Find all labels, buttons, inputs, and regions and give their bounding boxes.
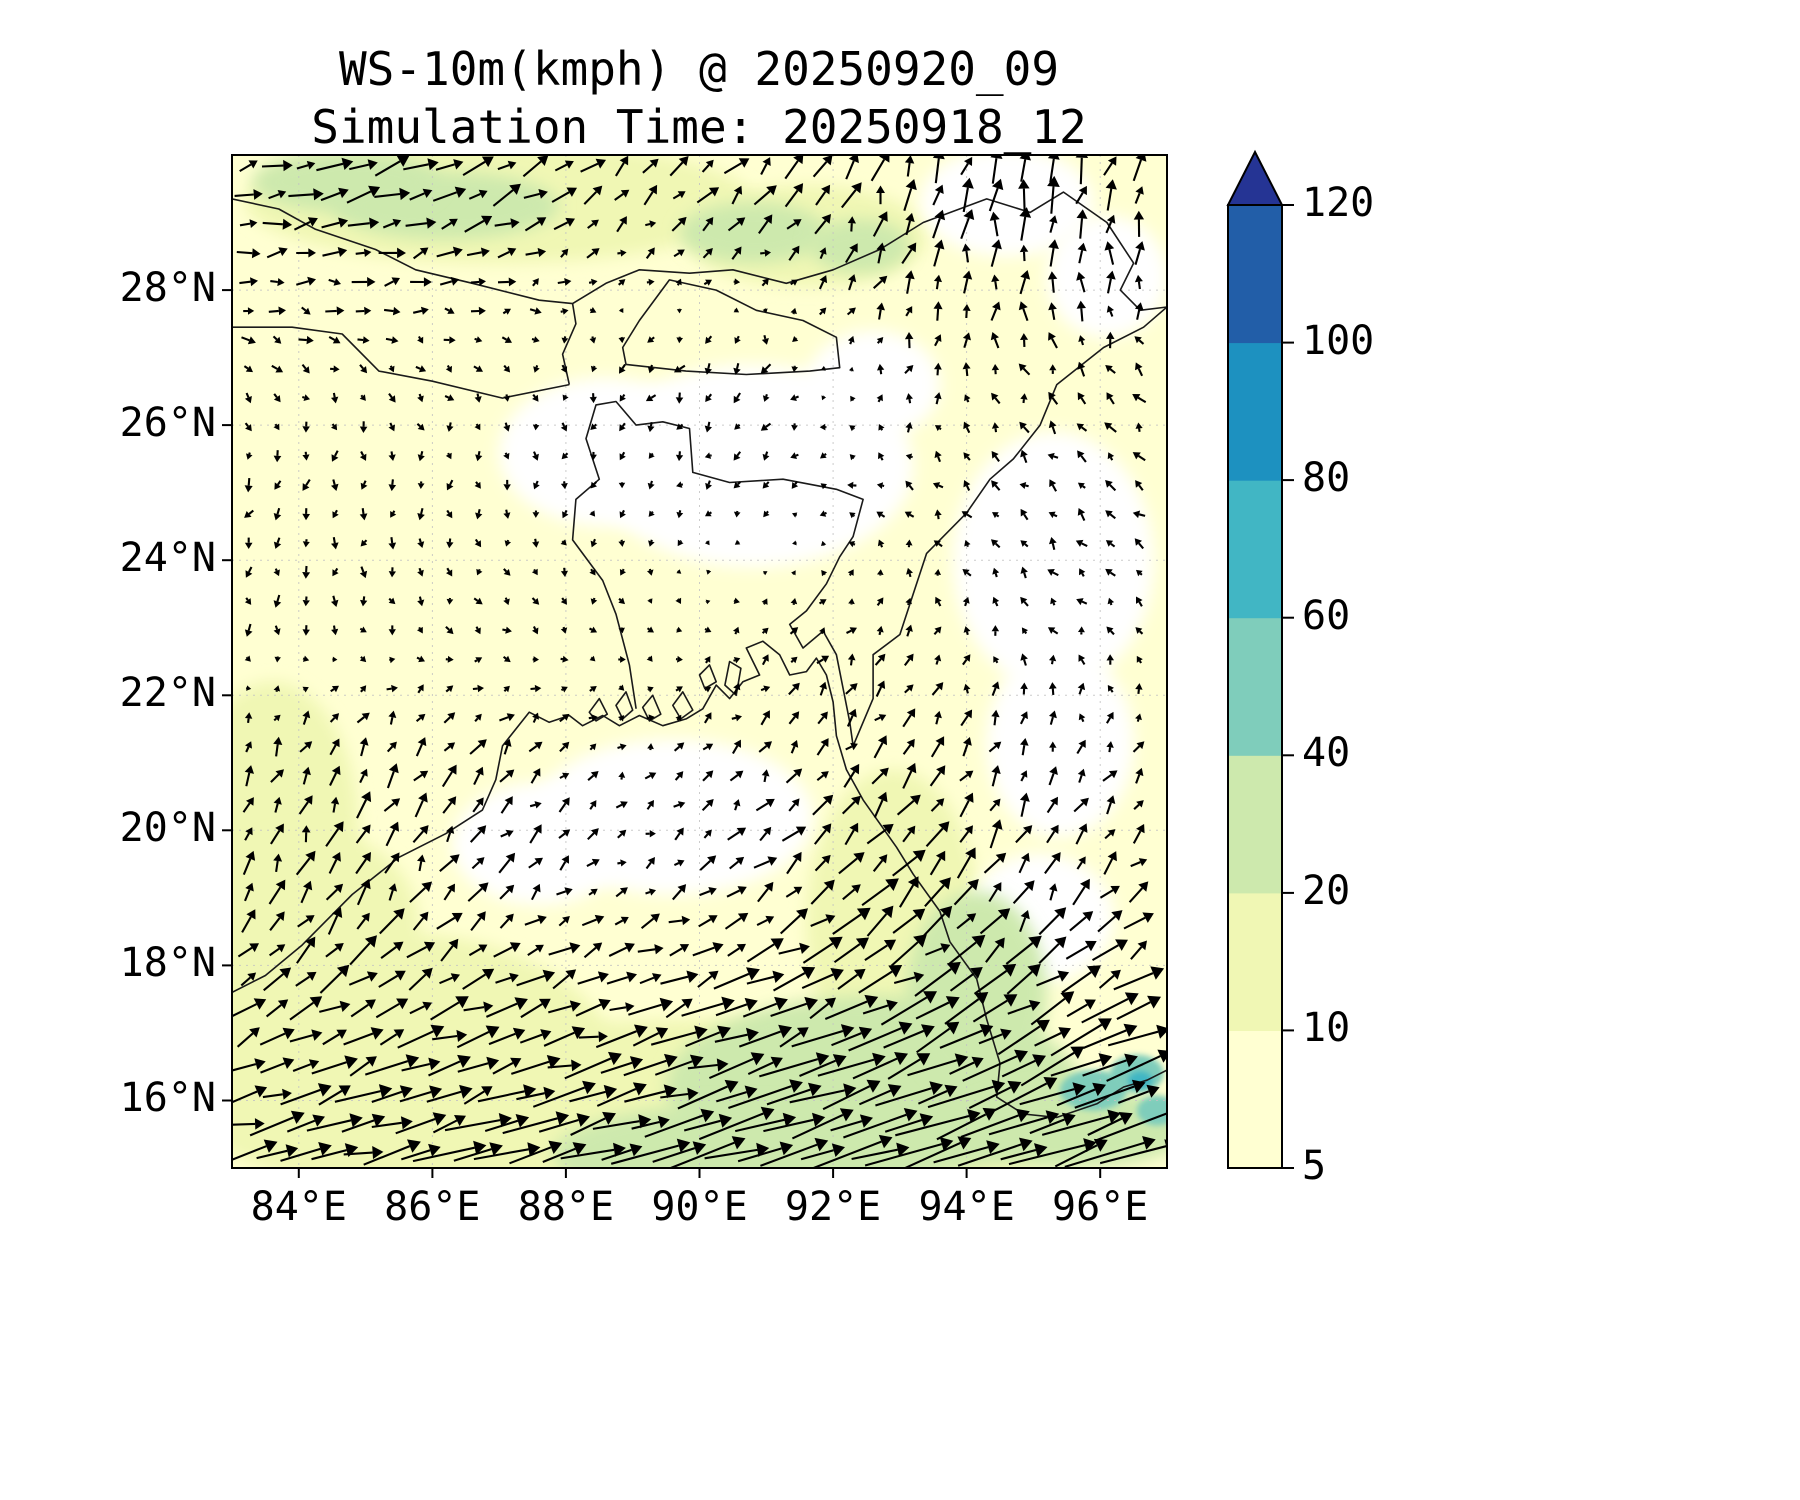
y-tick-label: 22°N [119,670,216,717]
y-tick-label: 18°N [119,940,216,987]
colorbar-tick-label: 5 [1302,1143,1327,1189]
chart-title: WS-10m(kmph) @ 20250920_09 [338,42,1060,96]
colorbar-tick-label: 20 [1302,867,1351,914]
colorbar-tick-label: 100 [1302,317,1375,364]
x-tick-label: 88°E [517,1184,615,1230]
x-tick-label: 86°E [384,1184,481,1230]
colorbar-tick-label: 80 [1302,455,1351,502]
colorbar-tick-label: 60 [1302,592,1351,639]
y-tick-label: 20°N [119,805,216,852]
wind-arrows [232,155,1167,1168]
y-tick-label: 16°N [119,1075,216,1122]
contour-fill-layer [232,155,1167,1168]
chart-title-block: WS-10m(kmph) @ 20250920_09 Simulation Ti… [311,40,1086,156]
colorbar-tick-label: 10 [1302,1005,1351,1052]
axis-ticks [222,289,1102,1178]
x-tick-label: 94°E [918,1184,1015,1230]
chart-subtitle: Simulation Time: 20250918_12 [311,100,1087,154]
x-tick-label: 96°E [1052,1184,1149,1230]
colorbar-tick-label: 120 [1302,180,1375,226]
x-tick-label: 90°E [651,1184,748,1230]
colorbar-tick-label: 40 [1302,730,1351,777]
colorbar [1226,149,1294,1169]
y-tick-label: 24°N [119,535,216,582]
x-tick-label: 84°E [250,1184,347,1230]
x-tick-label: 92°E [784,1184,882,1230]
y-tick-label: 28°N [119,265,216,312]
gridlines [232,155,1167,1168]
colorbar-extend-triangle [1226,149,1284,206]
y-tick-label: 26°N [119,400,216,447]
